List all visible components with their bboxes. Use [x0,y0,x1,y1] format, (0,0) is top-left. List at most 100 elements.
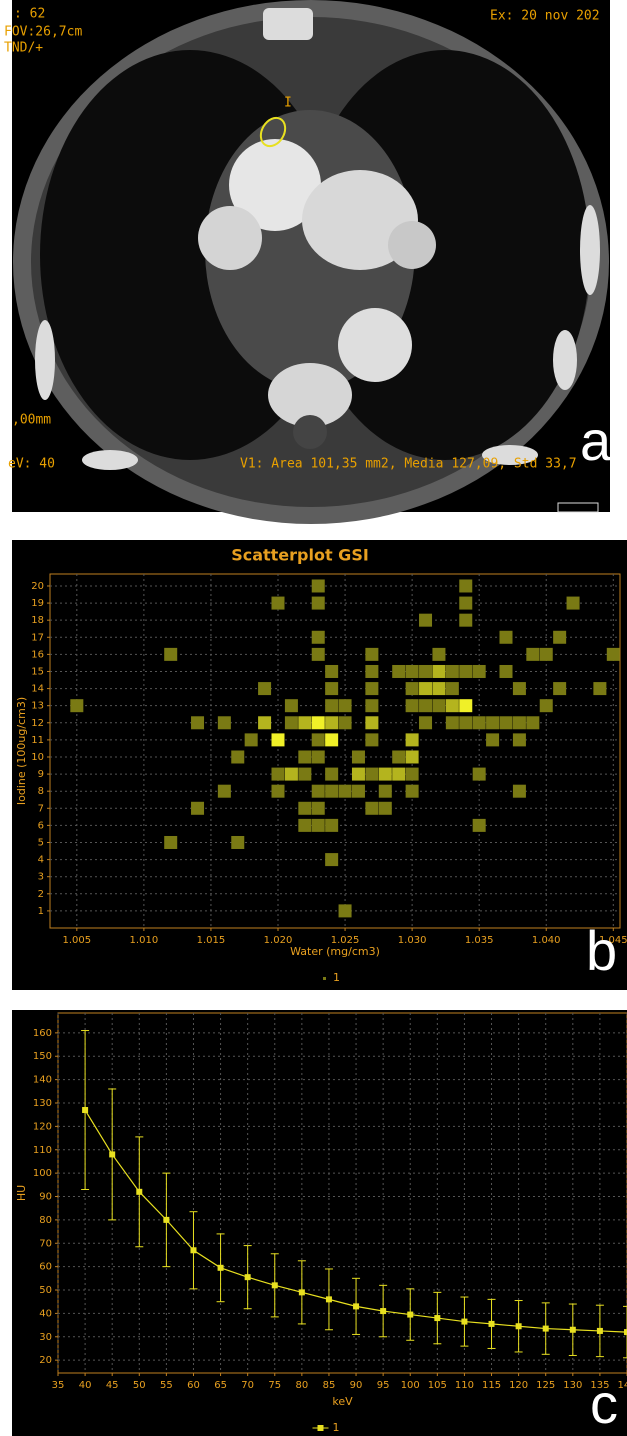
x-tick-label: 45 [106,1380,119,1391]
x-tick-label: 1.020 [264,935,293,946]
scatter-point [231,750,244,763]
scatter-point [312,631,325,644]
scatter-point [325,785,338,798]
plot-area [58,1013,627,1373]
x-tick-label: 75 [268,1380,281,1391]
x-tick-label: 1.040 [532,935,561,946]
plot-area [50,574,620,928]
x-tick-label: 1.015 [197,935,226,946]
scatter-point [70,699,83,712]
scatter-point [406,785,419,798]
legend-swatch [323,977,326,980]
scatter-point [406,665,419,678]
x-tick-label: 50 [133,1380,146,1391]
x-tick-label: 85 [323,1380,336,1391]
chart-title: Scatterplot GSI [231,546,369,565]
y-tick-label: 40 [39,1308,52,1319]
scatter-point [446,682,459,695]
scatter-point [419,614,432,627]
scatter-point [164,648,177,661]
y-axis-label: HU [15,1185,28,1201]
y-tick-label: 4 [38,855,44,866]
image-annotation: I [284,96,292,111]
y-tick-label: 17 [31,632,44,643]
data-point [597,1328,603,1334]
y-tick-label: 70 [39,1238,52,1249]
scatter-point [419,665,432,678]
scatter-point [459,614,472,627]
x-tick-label: 35 [52,1380,65,1391]
scatter-point [325,699,338,712]
y-tick-label: 9 [38,769,44,780]
y-axis-label: Iodine (100ug/cm3) [15,697,28,805]
y-tick-label: 140 [33,1075,52,1086]
scatter-point [500,631,513,644]
y-tick-label: 15 [31,666,44,677]
y-tick-label: 5 [38,837,44,848]
image-annotation: : 62 [14,7,45,22]
scatter-point [553,631,566,644]
y-tick-label: 11 [31,735,44,746]
x-tick-label: 60 [187,1380,200,1391]
scatter-point [339,785,352,798]
data-point [245,1274,251,1280]
scatter-point [325,665,338,678]
rib [580,205,600,295]
scatter-point [432,699,445,712]
data-point [218,1265,224,1271]
scatter-point [607,648,620,661]
scatter-point [365,768,378,781]
scatter-point [312,750,325,763]
data-point [353,1303,359,1309]
scatter-point [365,699,378,712]
y-tick-label: 20 [39,1355,52,1366]
scatter-point [406,750,419,763]
data-point [190,1247,196,1253]
y-tick-label: 19 [31,598,44,609]
data-point [136,1189,142,1195]
scatter-point [446,665,459,678]
scatter-point [540,648,553,661]
scatter-point [419,699,432,712]
data-point [380,1308,386,1314]
scatter-point [312,716,325,729]
scatter-point [392,750,405,763]
y-tick-label: 60 [39,1262,52,1273]
scatter-point [325,853,338,866]
x-tick-label: 120 [509,1380,528,1391]
scatter-point [245,733,258,746]
scatter-point [312,819,325,832]
image-annotation: eV: 40 [8,457,55,472]
image-annotation: TND/+ [4,41,43,56]
scatter-point [553,682,566,695]
data-point [299,1289,305,1295]
y-tick-label: 13 [31,701,44,712]
image-annotation: FOV:26,7cm [4,25,82,40]
scatter-point [419,716,432,729]
y-tick-label: 7 [38,803,44,814]
y-tick-label: 10 [31,752,44,763]
scatter-point [406,699,419,712]
scatter-point [312,579,325,592]
scatter-point [526,648,539,661]
scatter-point [459,716,472,729]
y-tick-label: 8 [38,786,44,797]
y-tick-label: 30 [39,1332,52,1343]
x-tick-label: 115 [482,1380,501,1391]
scatter-point [339,904,352,917]
scatter-point [513,785,526,798]
scatter-point [459,699,472,712]
scatter-point [459,665,472,678]
scatter-point [325,682,338,695]
scatter-point [272,597,285,610]
scatter-point [379,785,392,798]
spinal-canal [293,415,327,449]
data-point [326,1296,332,1302]
scatter-point [392,665,405,678]
scatter-point [406,733,419,746]
y-tick-label: 6 [38,820,44,831]
data-point [434,1315,440,1321]
scatter-point [312,785,325,798]
